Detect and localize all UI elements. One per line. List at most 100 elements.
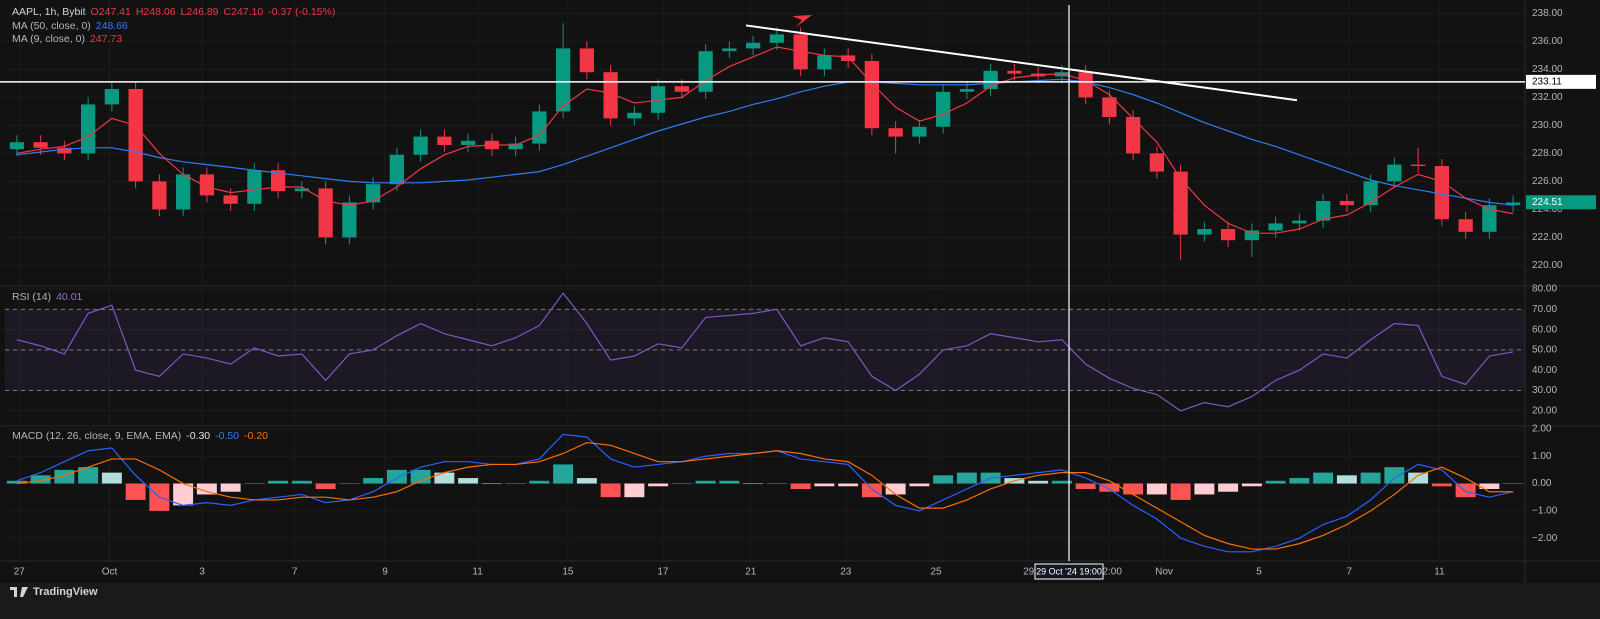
histogram-bar xyxy=(434,472,455,484)
histogram-bar xyxy=(1218,483,1239,492)
ohlc-value: H248.06 xyxy=(135,6,176,18)
histogram-bar xyxy=(315,483,336,489)
brand-logo xyxy=(10,587,28,597)
histogram-bar xyxy=(386,469,407,484)
candle-body xyxy=(1387,164,1402,182)
histogram-bar xyxy=(790,483,811,489)
candle-body xyxy=(651,86,666,113)
trendline xyxy=(745,24,1298,102)
histogram-bar xyxy=(1241,483,1262,487)
histogram-bar xyxy=(458,478,479,484)
candle-body xyxy=(864,61,879,129)
y-tick-label: −1.00 xyxy=(1532,505,1558,516)
arrow-annotation xyxy=(792,15,812,27)
x-tick-label: 12:00 xyxy=(1097,567,1122,578)
histogram-bar xyxy=(956,472,977,484)
histogram-bar xyxy=(624,483,645,498)
y-tick-label: 40.00 xyxy=(1532,365,1557,376)
candle-body xyxy=(1292,220,1307,224)
price-label-box xyxy=(1526,74,1596,89)
histogram-bar xyxy=(1170,483,1191,500)
change: -0.37 (-0.15%) xyxy=(268,6,336,18)
x-tick-label: 17 xyxy=(657,567,669,578)
histogram-bar xyxy=(600,483,621,498)
x-tick-label: Nov xyxy=(1155,567,1173,578)
histogram-bar xyxy=(695,480,716,484)
y-tick-label: 226.00 xyxy=(1532,176,1563,187)
indicator-value: -0.30 xyxy=(186,430,211,442)
candle-body xyxy=(817,55,832,70)
candle-body xyxy=(57,147,72,154)
candle-body xyxy=(793,34,808,70)
ohlc-value: O247.41 xyxy=(90,6,131,18)
histogram-bar xyxy=(339,483,360,485)
indicator-name: MA (9, close, 0) xyxy=(12,33,85,45)
histogram-bar xyxy=(1336,475,1357,484)
candle-body xyxy=(627,112,642,119)
indicator-line xyxy=(16,441,1514,550)
candle-body xyxy=(318,188,333,238)
rsi-legend: RSI (14) 40.01 xyxy=(12,291,82,303)
x-tick-label: 11 xyxy=(472,567,483,578)
y-tick-label: 228.00 xyxy=(1532,148,1563,159)
y-tick-label: 20.00 xyxy=(1532,405,1557,416)
candle-body xyxy=(1054,72,1069,77)
candle-body xyxy=(1411,164,1426,166)
candle-body xyxy=(1434,166,1449,220)
histogram-bar xyxy=(933,475,954,484)
candle-body xyxy=(722,48,737,52)
x-tick-label: 5 xyxy=(1256,567,1262,578)
histogram-bar xyxy=(1123,483,1144,495)
last-price-box xyxy=(1526,195,1596,210)
candle-body xyxy=(674,86,689,92)
histogram-bar xyxy=(743,483,764,485)
histogram-bar xyxy=(861,483,882,498)
y-tick-label: 50.00 xyxy=(1532,345,1557,356)
histogram-bar xyxy=(671,483,692,485)
histogram-bar xyxy=(1313,472,1334,484)
candle-body xyxy=(888,128,903,137)
y-tick-label: 0.00 xyxy=(1532,478,1552,489)
candle-body xyxy=(342,202,357,238)
histogram-bar xyxy=(1503,483,1524,485)
histogram-bar xyxy=(173,483,194,506)
histogram-bar xyxy=(1051,480,1072,484)
y-tick-label: 236.00 xyxy=(1532,36,1563,47)
histogram-bar xyxy=(1099,483,1120,492)
indicator-line xyxy=(16,46,1514,234)
price-legend: AAPL, 1h, Bybit O247.41 H248.06 L246.89 … xyxy=(12,6,335,18)
price-label: 233.11 xyxy=(1532,77,1562,88)
candle-body xyxy=(1007,70,1022,74)
symbol: AAPL, 1h, Bybit xyxy=(12,6,86,18)
histogram-bar xyxy=(481,483,502,485)
histogram-bar xyxy=(1431,483,1452,487)
candle-body xyxy=(1126,117,1141,154)
candle-body xyxy=(959,89,974,92)
last-price-label: 224.51 xyxy=(1532,197,1563,208)
candle-body xyxy=(936,91,951,127)
x-tick-label: 15 xyxy=(562,567,574,578)
histogram-bar xyxy=(1028,480,1049,484)
candle-body xyxy=(1458,219,1473,232)
candle-body xyxy=(461,140,476,145)
histogram-bar xyxy=(410,469,431,484)
indicator-value: 247.73 xyxy=(89,33,123,45)
candle-body xyxy=(389,154,404,185)
candle-body xyxy=(294,188,309,192)
x-tick-label: 21 xyxy=(745,567,757,578)
histogram-bar xyxy=(1075,483,1096,489)
y-tick-label: 238.00 xyxy=(1532,8,1563,19)
candle-body xyxy=(1506,202,1521,206)
y-tick-label: 232.00 xyxy=(1532,92,1563,103)
candle-body xyxy=(508,143,523,150)
x-tick-label: 7 xyxy=(1346,567,1352,578)
histogram-bar xyxy=(648,483,669,487)
indicator-name: MACD (12, 26, close, 9, EMA, EMA) xyxy=(12,430,182,442)
ohlc-value: C247.10 xyxy=(223,6,264,18)
histogram-bar xyxy=(1479,483,1500,489)
x-tick-label: 11 xyxy=(1434,567,1445,578)
histogram-bar xyxy=(1408,472,1429,484)
indicator-line xyxy=(16,78,1514,206)
y-tick-label: 234.00 xyxy=(1532,64,1563,75)
